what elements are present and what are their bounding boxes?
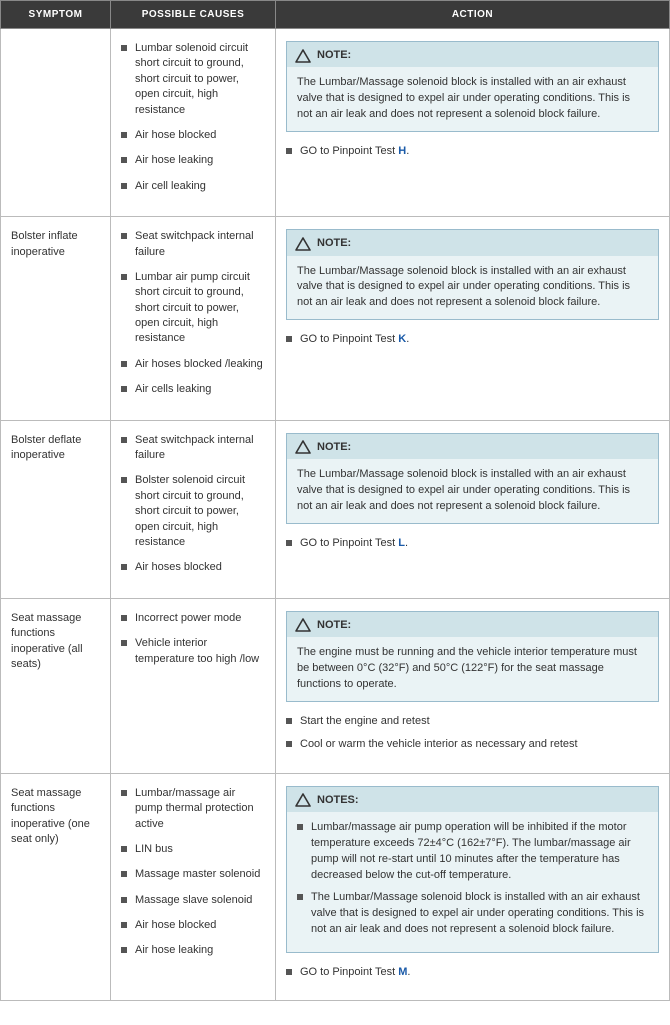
cause-item: Vehicle interior temperature too high /l…	[121, 636, 265, 667]
cause-item: Lumbar solenoid circuit short circuit to…	[121, 41, 265, 118]
note-label: NOTE:	[317, 48, 351, 63]
causes-list: Seat switchpack internal failure Lumbar a…	[121, 229, 265, 398]
note-list-item: The Lumbar/Massage solenoid block is ins…	[297, 890, 648, 938]
table-row: Seat massage functions inoperative (all …	[1, 598, 670, 773]
cause-item: Bolster solenoid circuit short circuit t…	[121, 473, 265, 550]
note-label: NOTE:	[317, 236, 351, 251]
cause-item: Air cells leaking	[121, 382, 265, 397]
col-symptom: SYMPTOM	[1, 1, 111, 29]
symptom-cell: Seat massage functions inoperative (all …	[1, 598, 111, 773]
action-cell: NOTE: The engine must be running and the …	[276, 598, 670, 773]
action-cell: NOTE: The Lumbar/Massage solenoid block i…	[276, 420, 670, 598]
note-box: NOTE: The engine must be running and the …	[286, 611, 659, 702]
table-row: Seat massage functions inoperative (one …	[1, 773, 670, 1000]
table-row: Bolster inflate inoperativeSeat switchpa…	[1, 217, 670, 421]
warning-triangle-icon	[295, 618, 311, 632]
note-box: NOTES: Lumbar/massage air pump operation …	[286, 786, 659, 953]
cause-item: Air hoses blocked /leaking	[121, 357, 265, 372]
symptom-cell: Seat massage functions inoperative (one …	[1, 773, 111, 1000]
note-body: Lumbar/massage air pump operation will b…	[287, 812, 658, 952]
note-label: NOTES:	[317, 793, 359, 808]
action-item: Start the engine and retest	[286, 714, 659, 729]
cause-item: Massage slave solenoid	[121, 893, 265, 908]
causes-cell: Seat switchpack internal failure Bolster …	[111, 420, 276, 598]
table-header: SYMPTOM POSSIBLE CAUSES ACTION	[1, 1, 670, 29]
action-cell: NOTE: The Lumbar/Massage solenoid block i…	[276, 29, 670, 217]
warning-triangle-icon	[295, 237, 311, 251]
warning-triangle-icon	[295, 793, 311, 807]
action-cell: NOTE: The Lumbar/Massage solenoid block i…	[276, 217, 670, 421]
note-list-item: Lumbar/massage air pump operation will b…	[297, 820, 648, 884]
note-text: The engine must be running and the vehic…	[297, 645, 648, 693]
cause-item: Massage master solenoid	[121, 867, 265, 882]
cause-item: LIN bus	[121, 842, 265, 857]
cause-item: Seat switchpack internal failure	[121, 433, 265, 464]
pinpoint-link[interactable]: K	[398, 333, 406, 345]
causes-list: Lumbar/massage air pump thermal protecti…	[121, 786, 265, 959]
note-body: The Lumbar/Massage solenoid block is ins…	[287, 67, 658, 131]
cause-item: Air hoses blocked	[121, 560, 265, 575]
note-list: Lumbar/massage air pump operation will b…	[297, 820, 648, 938]
note-box: NOTE: The Lumbar/Massage solenoid block i…	[286, 433, 659, 524]
diagnostic-table: SYMPTOM POSSIBLE CAUSES ACTION Lumbar so…	[0, 0, 670, 1001]
note-text: The Lumbar/Massage solenoid block is ins…	[297, 467, 648, 515]
cause-item: Air hose blocked	[121, 128, 265, 143]
pinpoint-prefix: GO to Pinpoint Test	[300, 537, 398, 549]
cause-item: Air hose leaking	[121, 943, 265, 958]
causes-cell: Lumbar solenoid circuit short circuit to…	[111, 29, 276, 217]
causes-cell: Lumbar/massage air pump thermal protecti…	[111, 773, 276, 1000]
col-action: ACTION	[276, 1, 670, 29]
symptom-cell	[1, 29, 111, 217]
note-header: NOTE:	[287, 612, 658, 637]
cause-item: Air hose leaking	[121, 153, 265, 168]
causes-list: Incorrect power mode Vehicle interior tem…	[121, 611, 265, 667]
pinpoint-link[interactable]: H	[398, 145, 406, 157]
note-box: NOTE: The Lumbar/Massage solenoid block i…	[286, 41, 659, 132]
pinpoint-link[interactable]: L	[398, 537, 405, 549]
col-causes: POSSIBLE CAUSES	[111, 1, 276, 29]
cause-item: Lumbar air pump circuit short circuit to…	[121, 270, 265, 347]
causes-list: Lumbar solenoid circuit short circuit to…	[121, 41, 265, 194]
pinpoint-prefix: GO to Pinpoint Test	[300, 145, 398, 157]
pinpoint-action: GO to Pinpoint Test H.	[286, 144, 659, 159]
pinpoint-action: GO to Pinpoint Test M.	[286, 965, 659, 980]
causes-list: Seat switchpack internal failure Bolster …	[121, 433, 265, 576]
pinpoint-action: GO to Pinpoint Test K.	[286, 332, 659, 347]
note-header: NOTE:	[287, 42, 658, 67]
note-box: NOTE: The Lumbar/Massage solenoid block i…	[286, 229, 659, 320]
note-text: The Lumbar/Massage solenoid block is ins…	[297, 75, 648, 123]
cause-item: Lumbar/massage air pump thermal protecti…	[121, 786, 265, 832]
note-header: NOTE:	[287, 230, 658, 255]
pinpoint-prefix: GO to Pinpoint Test	[300, 333, 398, 345]
action-item: Cool or warm the vehicle interior as nec…	[286, 737, 659, 752]
symptom-cell: Bolster inflate inoperative	[1, 217, 111, 421]
table-row: Bolster deflate inoperativeSeat switchpa…	[1, 420, 670, 598]
note-header: NOTES:	[287, 787, 658, 812]
warning-triangle-icon	[295, 49, 311, 63]
pinpoint-action: GO to Pinpoint Test L.	[286, 536, 659, 551]
note-body: The Lumbar/Massage solenoid block is ins…	[287, 459, 658, 523]
causes-cell: Incorrect power mode Vehicle interior tem…	[111, 598, 276, 773]
cause-item: Air hose blocked	[121, 918, 265, 933]
note-label: NOTE:	[317, 440, 351, 455]
symptom-cell: Bolster deflate inoperative	[1, 420, 111, 598]
note-header: NOTE:	[287, 434, 658, 459]
cause-item: Air cell leaking	[121, 179, 265, 194]
cause-item: Seat switchpack internal failure	[121, 229, 265, 260]
note-label: NOTE:	[317, 618, 351, 633]
causes-cell: Seat switchpack internal failure Lumbar a…	[111, 217, 276, 421]
note-body: The engine must be running and the vehic…	[287, 637, 658, 701]
table-row: Lumbar solenoid circuit short circuit to…	[1, 29, 670, 217]
note-text: The Lumbar/Massage solenoid block is ins…	[297, 264, 648, 312]
cause-item: Incorrect power mode	[121, 611, 265, 626]
pinpoint-link[interactable]: M	[398, 966, 407, 978]
action-cell: NOTES: Lumbar/massage air pump operation …	[276, 773, 670, 1000]
pinpoint-prefix: GO to Pinpoint Test	[300, 966, 398, 978]
warning-triangle-icon	[295, 440, 311, 454]
note-body: The Lumbar/Massage solenoid block is ins…	[287, 256, 658, 320]
table-body: Lumbar solenoid circuit short circuit to…	[1, 29, 670, 1001]
